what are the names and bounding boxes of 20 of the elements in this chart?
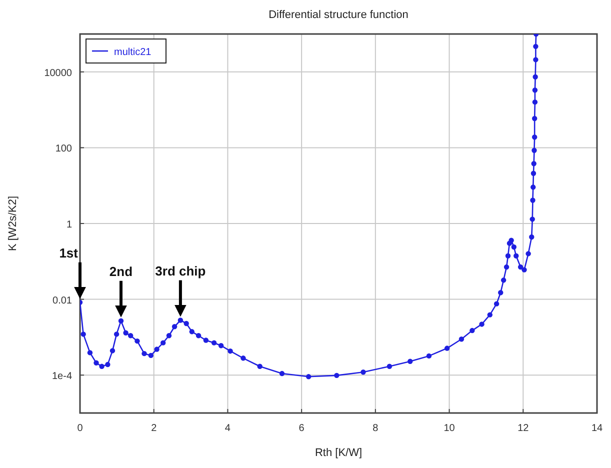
x-tick-label: 10	[444, 423, 456, 434]
annotation: 2nd	[109, 264, 133, 279]
annotation: 3rd chip	[155, 263, 206, 278]
x-tick-label: 12	[518, 423, 530, 434]
x-tick-label: 6	[298, 423, 305, 434]
y-tick-label: 1e-4	[52, 371, 72, 382]
x-tick-label: 2	[151, 423, 158, 434]
y-tick-label: 10000	[44, 68, 72, 79]
y-tick-label: 1	[66, 220, 72, 230]
text: 1st	[59, 245, 79, 260]
y-tick-label: 0.01	[52, 295, 72, 306]
chart-title: Differential structure function	[268, 9, 408, 21]
x-axis-title: Rth [K/W]	[314, 447, 362, 459]
x-tick-label: 0	[77, 423, 84, 434]
y-tick-label: 100	[55, 144, 72, 155]
x-tick-label: 8	[372, 423, 379, 434]
y-axis-title: K [W2s/K2]	[7, 196, 19, 252]
legend-label: multic21	[114, 47, 152, 58]
x-tick-label: 4	[224, 423, 231, 434]
x-tick-label: 14	[591, 423, 603, 434]
